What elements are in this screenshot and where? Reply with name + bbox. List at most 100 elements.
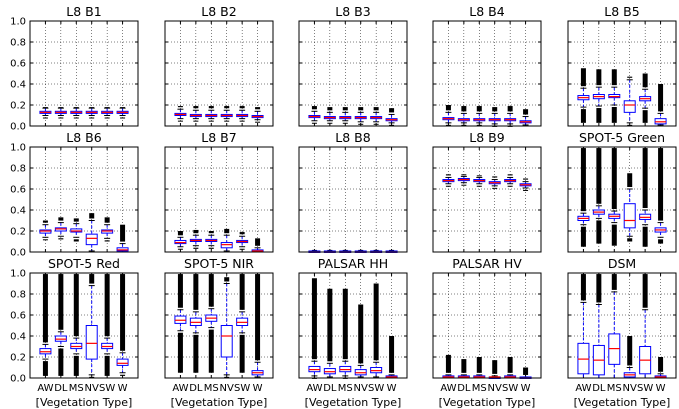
flier-upper <box>224 106 230 109</box>
x-tick-label: W <box>387 383 397 394</box>
x-tick-label: DL <box>323 383 337 394</box>
flier-lower <box>580 226 586 247</box>
flier-lower <box>627 124 633 126</box>
box-nv <box>623 76 636 126</box>
box-w <box>251 274 264 378</box>
flier-lower <box>104 240 110 242</box>
flier-upper <box>208 231 214 234</box>
box-w <box>116 224 129 253</box>
box-sw <box>101 217 114 242</box>
box-ms <box>205 106 218 122</box>
x-tick-label: MS <box>204 383 219 394</box>
flier-lower <box>627 238 633 242</box>
panel: L8 B8 <box>298 130 408 253</box>
flier-lower <box>58 238 64 240</box>
flier-upper <box>642 148 648 208</box>
flier-upper <box>73 218 79 222</box>
flier-upper <box>611 148 617 210</box>
flier-lower <box>177 120 183 122</box>
flier-lower <box>658 239 664 244</box>
y-tick-label: 0.0 <box>10 248 26 259</box>
x-tick-label: NV <box>354 383 368 394</box>
box-dl <box>323 288 336 378</box>
box-aw <box>39 274 52 376</box>
box-dl <box>189 274 202 373</box>
flier-upper <box>373 249 379 251</box>
panel-frame <box>164 146 274 253</box>
box-aw <box>308 278 321 379</box>
flier-lower <box>523 189 529 191</box>
flier-lower <box>239 248 245 250</box>
box-iqr <box>85 325 98 360</box>
box-nv <box>220 228 233 252</box>
flier-upper <box>476 357 482 373</box>
panel-frame <box>164 272 274 379</box>
flier-upper <box>327 107 333 111</box>
flier-upper <box>177 274 183 308</box>
panel-title: SPOT-5 Red <box>48 256 120 271</box>
x-tick-label: DL <box>592 383 606 394</box>
flier-upper <box>42 107 48 109</box>
x-tick-label: AW <box>172 383 188 394</box>
flier-upper <box>596 148 602 204</box>
panel-frame <box>567 146 677 253</box>
flier-upper <box>342 249 348 251</box>
x-tick-label: NV <box>623 383 637 394</box>
flier-upper <box>342 288 348 360</box>
panel-frame <box>432 146 542 253</box>
flier-lower <box>193 334 199 373</box>
panel: L8 B5 <box>567 4 677 127</box>
panel-frame <box>298 20 408 127</box>
y-tick-label: 0.2 <box>10 353 26 364</box>
flier-lower <box>461 184 467 186</box>
flier-lower <box>58 117 64 119</box>
x-tick-label: DL <box>54 383 68 394</box>
box-nv <box>488 107 501 127</box>
flier-upper <box>58 274 64 330</box>
box-sw <box>639 148 652 247</box>
x-tick-label: W <box>656 383 666 394</box>
flier-lower <box>642 110 648 123</box>
flier-upper <box>311 106 317 110</box>
box-sw <box>639 73 652 123</box>
flier-upper <box>58 107 64 109</box>
flier-lower <box>445 124 451 126</box>
flier-lower <box>177 248 183 250</box>
flier-upper <box>239 274 245 310</box>
flier-lower <box>611 107 617 123</box>
box-w <box>654 357 667 379</box>
x-axis-label: [Vegetation Type] <box>171 396 268 409</box>
flier-lower <box>507 185 513 187</box>
flier-upper <box>104 217 110 223</box>
panel: SPOT-5 Green <box>567 130 677 253</box>
flier-upper <box>224 277 230 282</box>
flier-upper <box>389 249 395 251</box>
panel-title: DSM <box>608 256 636 271</box>
y-tick-label: 0.6 <box>10 185 26 196</box>
x-tick-label: SW <box>99 383 115 394</box>
flier-lower <box>73 117 79 119</box>
flier-lower <box>104 355 110 376</box>
flier-upper <box>42 274 48 343</box>
flier-upper <box>208 274 214 307</box>
panel-frame <box>432 272 542 379</box>
flier-upper <box>611 274 617 290</box>
flier-lower <box>208 120 214 122</box>
box-nv <box>488 176 501 189</box>
panel: PALSAR HH AW DL MS NV SW W [Vegetation Type] <box>298 256 408 409</box>
box-w <box>654 148 667 244</box>
flier-upper <box>89 274 95 284</box>
flier-upper <box>193 106 199 109</box>
box-sw <box>101 107 114 119</box>
flier-upper <box>627 173 633 187</box>
flier-upper <box>642 73 648 88</box>
x-axis-label: [Vegetation Type] <box>574 396 671 409</box>
x-tick-label: W <box>118 383 128 394</box>
box-aw <box>39 220 52 241</box>
flier-upper <box>358 107 364 111</box>
flier-upper <box>193 229 199 234</box>
panel-title: L8 B5 <box>604 4 639 19</box>
flier-upper <box>73 274 79 337</box>
y-tick-label: 0.4 <box>10 206 26 217</box>
x-tick-label: SW <box>234 383 250 394</box>
